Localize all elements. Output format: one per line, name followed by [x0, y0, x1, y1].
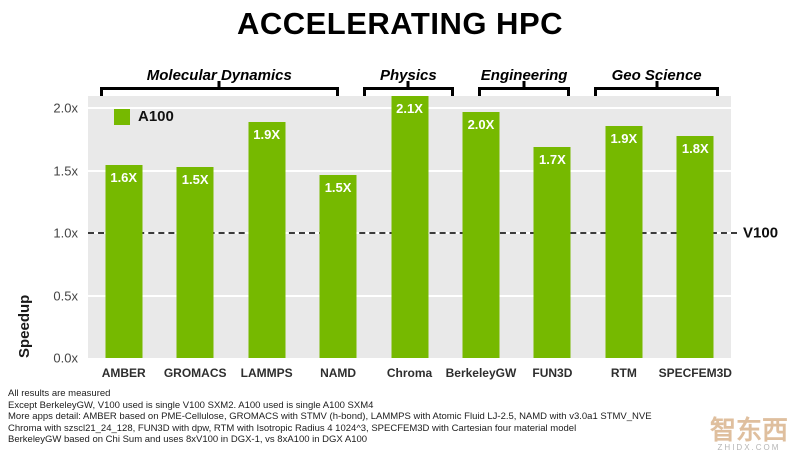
bar-slot: 1.5X NAMD	[302, 96, 373, 380]
bracket-notch	[406, 81, 410, 87]
x-axis-label: SPECFEM3D	[658, 366, 732, 380]
y-tick-label: 1.5x	[53, 163, 78, 179]
bracket-shape	[362, 81, 455, 96]
bar-slot: 2.1X Chroma	[374, 96, 445, 380]
bar-group: 1.6X AMBER 1.5X GROMACS 1.9X LAMMPS 1.5X NAMD	[88, 96, 374, 380]
group-label: Physics	[380, 67, 437, 84]
bar-slot: 1.6X AMBER	[88, 96, 159, 380]
bar-slot: 1.9X LAMMPS	[231, 96, 302, 380]
group-bracket: Physics	[351, 46, 467, 96]
x-axis-label: Chroma	[386, 366, 433, 380]
footnote-line: All results are measured	[8, 388, 111, 399]
x-axis-label: NAMD	[320, 366, 357, 380]
bar-slot: 1.7X FUN3D	[517, 96, 588, 380]
bar-berkeleygw: 2.0X	[462, 112, 500, 358]
bar-group: 1.9X RTM 1.8X SPECFEM3D	[588, 96, 732, 380]
plot-area: A100 1.6X AMBER 1.5X GROMACS 1.9X LAMMPS 1.5X N…	[88, 96, 737, 380]
y-tick-label: 0.5x	[53, 288, 78, 304]
bar-amber: 1.6X	[105, 164, 143, 358]
legend-label: A100	[138, 108, 174, 125]
bar-gromacs: 1.5X	[176, 167, 214, 358]
footnote-line: More apps detail: AMBER based on PME-Cel…	[8, 411, 652, 422]
bar-slot: 1.5X GROMACS	[159, 96, 230, 380]
group-label: Geo Science	[611, 67, 702, 84]
x-axis-label: GROMACS	[163, 366, 227, 380]
x-axis-label: FUN3D	[532, 366, 573, 380]
bracket-shape	[100, 81, 339, 96]
x-axis-label: LAMMPS	[240, 366, 293, 380]
bracket-notch	[655, 81, 659, 87]
bar-namd: 1.5X	[319, 174, 357, 358]
bracket-notch	[522, 81, 526, 87]
brackets-row: Molecular Dynamics Physics Engineering Geo …	[88, 46, 731, 96]
bracket-shape	[594, 81, 720, 96]
bar-fun3d: 1.7X	[533, 147, 571, 358]
footnotes: All results are measured Except BerkeleyG…	[8, 388, 800, 446]
group-bracket: Engineering	[466, 46, 582, 96]
bar-chroma: 2.1X	[391, 96, 428, 358]
bar-rtm: 1.9X	[605, 125, 643, 358]
chart: Speedup 0.0x 0.5x 1.0x 1.5x 2.0x A100 1.6X AM…	[0, 96, 800, 380]
legend: A100	[114, 108, 174, 125]
bar-value-label: 1.9X	[253, 127, 280, 143]
bar-value-label: 1.6X	[110, 169, 138, 185]
watermark: 智东西 ZHIDX.COM	[710, 417, 788, 452]
right-gutter: V100	[737, 96, 800, 358]
bar-value-label: 1.5X	[181, 172, 209, 188]
group-bracket: Geo Science	[582, 46, 731, 96]
bar-specfem3d: 1.8X	[676, 135, 714, 358]
bar-value-label: 2.0X	[467, 117, 495, 133]
bar-slot: 1.9X RTM	[588, 96, 659, 380]
bar-value-label: 1.8X	[681, 140, 709, 156]
bar-group: 2.1X Chroma 2.0X BerkeleyGW	[374, 96, 517, 380]
footnote-line: Chroma with szscl21_24_128, FUN3D with d…	[8, 422, 577, 434]
y-tick-label: 0.0x	[53, 350, 78, 366]
group-label: Molecular Dynamics	[146, 67, 292, 84]
page-title: ACCELERATING HPC	[236, 6, 564, 41]
bracket-shape	[478, 81, 571, 96]
bar-value-label: 1.7X	[539, 152, 566, 168]
watermark-text: 智东西	[709, 415, 788, 445]
bar-value-label: 2.1X	[396, 101, 423, 116]
footnote-line: Except BerkeleyGW, V100 used is single V…	[8, 399, 374, 411]
group-label: Engineering	[480, 67, 568, 84]
bar-value-label: 1.9X	[610, 130, 638, 146]
y-tick-label: 2.0x	[53, 100, 78, 116]
bracket-notch	[217, 81, 221, 87]
brackets-strip: Molecular Dynamics Physics Engineering Geo …	[88, 46, 731, 96]
x-axis-label: RTM	[610, 366, 637, 380]
bar-slot: 1.8X SPECFEM3D	[659, 96, 732, 380]
y-tick-label: 1.0x	[53, 225, 78, 241]
bar-group: 1.7X FUN3D	[517, 96, 588, 380]
x-axis-label: BerkeleyGW	[445, 366, 517, 380]
bar-lammps: 1.9X	[248, 122, 286, 358]
footnote-line: BerkeleyGW based on Chi Sum and uses 8xV…	[8, 434, 368, 445]
y-axis: 0.0x 0.5x 1.0x 1.5x 2.0x	[0, 96, 82, 366]
legend-swatch	[114, 108, 130, 125]
watermark-subtext: ZHIDX.COM	[717, 443, 781, 452]
x-axis-label: AMBER	[101, 366, 146, 380]
bar-slot: 2.0X BerkeleyGW	[445, 96, 516, 380]
bar-value-label: 1.5X	[324, 179, 352, 195]
group-bracket: Molecular Dynamics	[88, 46, 351, 96]
groups-row: 1.6X AMBER 1.5X GROMACS 1.9X LAMMPS 1.5X NAMD 2.…	[88, 96, 732, 380]
reference-line-label: V100	[743, 224, 779, 242]
